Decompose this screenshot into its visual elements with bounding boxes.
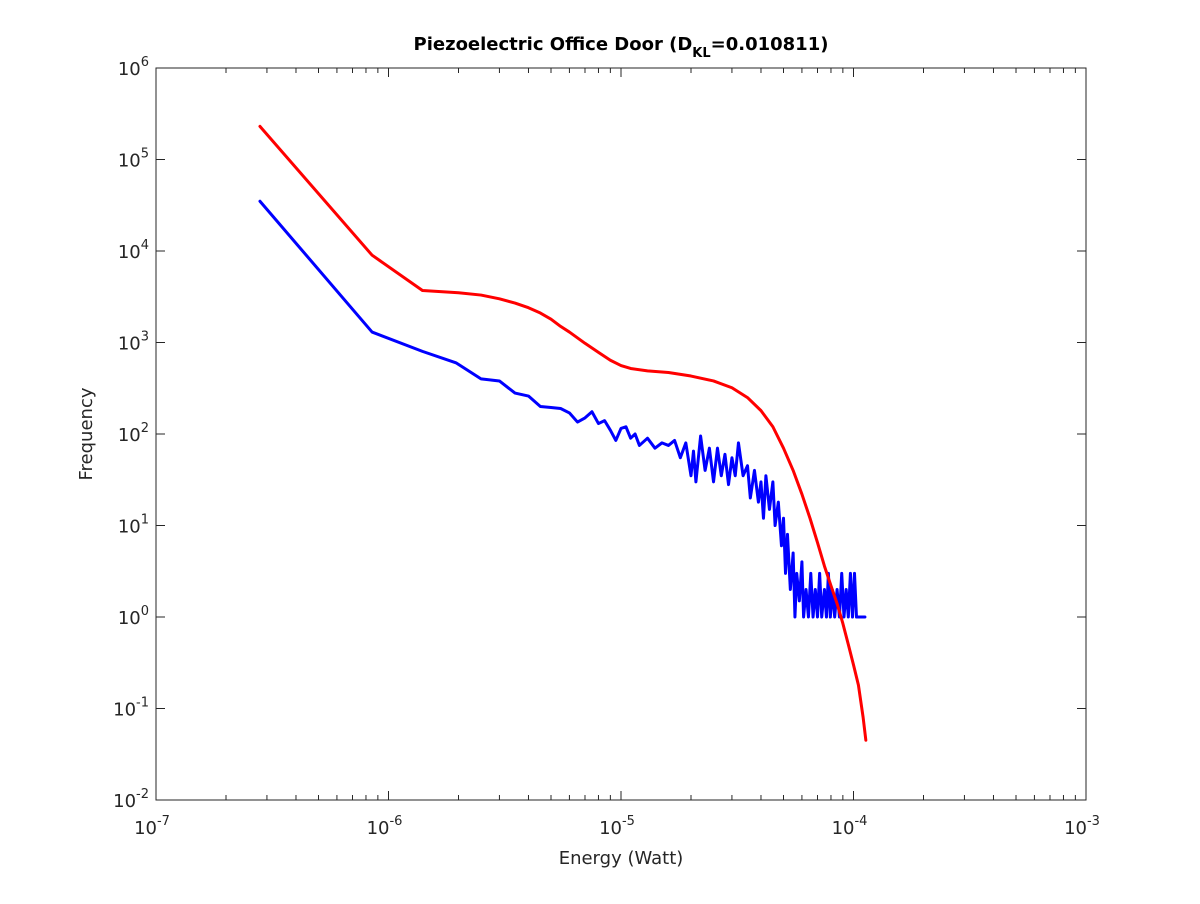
chart-title: Piezoelectric Office Door (DKL=0.010811) xyxy=(414,34,829,61)
y-tick-label: 100 xyxy=(118,604,149,629)
x-axis-label: Energy (Watt) xyxy=(559,848,684,869)
y-tick-label: 106 xyxy=(118,55,149,80)
x-tick-label: 10-7 xyxy=(134,814,170,839)
x-tick-label: 10-3 xyxy=(1064,814,1100,839)
y-tick-label: 105 xyxy=(118,147,149,172)
y-tick-label: 102 xyxy=(118,421,149,446)
y-tick-label: 103 xyxy=(118,330,149,355)
y-tick-label: 101 xyxy=(118,513,149,538)
chart-title-suffix: =0.010811) xyxy=(711,34,829,55)
y-axis-label: Frequency xyxy=(76,387,97,480)
x-tick-labels: 10-7 10-6 10-5 10-4 10-3 xyxy=(134,814,1100,839)
series-line-1 xyxy=(258,124,868,742)
y-tick-label: 10-1 xyxy=(113,696,149,721)
chart-title-subscript: KL xyxy=(692,46,710,61)
y-tick-labels: 10-2 10-1 100 101 102 103 104 105 106 xyxy=(113,55,149,812)
y-tick-label: 10-2 xyxy=(113,787,149,812)
series-line-0 xyxy=(258,199,867,619)
x-tick-label: 10-5 xyxy=(599,814,635,839)
plot-frame xyxy=(155,67,1087,801)
plot-area xyxy=(156,68,1086,800)
chart-title-main: Piezoelectric Office Door (D xyxy=(414,34,693,55)
x-tick-label: 10-4 xyxy=(832,814,868,839)
y-tick-label: 104 xyxy=(118,238,149,263)
x-tick-label: 10-6 xyxy=(367,814,403,839)
series-layer xyxy=(258,124,868,742)
